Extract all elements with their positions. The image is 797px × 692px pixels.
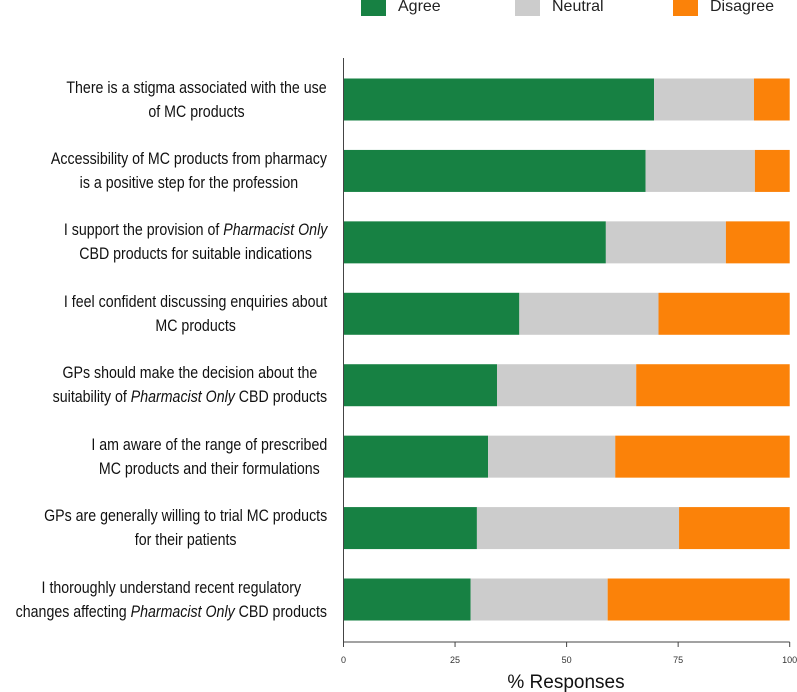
bar-neutral-8 (470, 578, 608, 621)
bar-agree-6 (343, 435, 489, 478)
category-label: I support the provision of Pharmacist On… (64, 218, 327, 266)
label-text: MC products (155, 316, 236, 335)
bar-disagree-6 (615, 435, 790, 478)
category-label-line: suitability of Pharmacist Only CBD produ… (53, 385, 327, 409)
bar-neutral-7 (476, 507, 680, 550)
bar-agree-4 (343, 292, 520, 335)
x-tick-label: 50 (562, 655, 572, 665)
category-label: I am aware of the range of prescribed MC … (91, 433, 327, 481)
label-text: is a positive step for the profession (79, 173, 299, 192)
bar-agree-8 (343, 578, 471, 621)
category-label-line: I thoroughly understand recent regulator… (16, 576, 327, 600)
category-label-line: MC products and their formulations (91, 457, 327, 481)
label-text: Pharmacist Only (130, 388, 235, 407)
label-text: GPs should make the decision about the (62, 364, 318, 383)
bar-neutral-6 (488, 435, 616, 478)
bar-agree-1 (343, 78, 655, 121)
label-text: GPs are generally willing to trial MC pr… (43, 507, 327, 526)
legend-swatch-agree (361, 0, 386, 16)
label-text: I thoroughly understand recent regulator… (41, 578, 302, 597)
legend-swatch-neutral (515, 0, 540, 16)
category-label-line: There is a stigma associated with the us… (67, 76, 327, 100)
label-text: Accessibility of MC products from pharma… (50, 149, 327, 168)
bar-neutral-2 (645, 149, 755, 192)
category-label-line: Accessibility of MC products from pharma… (51, 147, 327, 171)
label-text: of MC products (148, 102, 245, 121)
bar-neutral-5 (496, 364, 637, 407)
label-text: Pharmacist Only (222, 221, 327, 240)
label-text: CBD products (234, 388, 327, 407)
bar-disagree-5 (636, 364, 790, 407)
category-label: I thoroughly understand recent regulator… (16, 576, 327, 624)
label-text: CBD products for suitable indications (78, 245, 312, 264)
label-text: for their patients (134, 531, 237, 550)
label-text: I feel confident discussing enquiries ab… (63, 292, 327, 311)
label-text: There is a stigma associated with the us… (66, 78, 327, 97)
bar-disagree-7 (679, 507, 790, 550)
category-label-line: I support the provision of Pharmacist On… (64, 218, 327, 242)
legend-label-neutral: Neutral (552, 0, 604, 15)
bar-agree-7 (343, 507, 477, 550)
category-label: GPs should make the decision about the su… (53, 361, 327, 409)
category-label-line: GPs should make the decision about the (53, 361, 327, 385)
legend-swatch-disagree (673, 0, 698, 16)
category-label-line: changes affecting Pharmacist Only CBD pr… (16, 600, 327, 624)
label-text: CBD products (234, 602, 327, 621)
legend-label-agree: Agree (398, 0, 441, 15)
category-label-line: of MC products (67, 100, 327, 124)
bar-neutral-4 (519, 292, 659, 335)
bar-agree-2 (343, 149, 646, 192)
bar-disagree-8 (607, 578, 790, 621)
legend-label-disagree: Disagree (710, 0, 775, 15)
bar-disagree-1 (754, 78, 790, 121)
bar-agree-5 (343, 364, 497, 407)
category-label: GPs are generally willing to trial MC pr… (44, 504, 327, 552)
bar-neutral-1 (654, 78, 755, 121)
x-tick-label: 25 (450, 655, 460, 665)
category-label-line: I am aware of the range of prescribed (91, 433, 327, 457)
category-label-line: GPs are generally willing to trial MC pr… (44, 504, 327, 528)
label-text: I support the provision of (63, 221, 223, 240)
label-text: Pharmacist Only (130, 602, 235, 621)
category-label-line: is a positive step for the profession (51, 171, 327, 195)
category-label-line: CBD products for suitable indications (64, 242, 327, 266)
category-label-line: MC products (64, 314, 327, 338)
category-label: I feel confident discussing enquiries ab… (64, 290, 327, 338)
bar-disagree-2 (754, 149, 790, 192)
bar-disagree-4 (658, 292, 790, 335)
bar-disagree-3 (725, 221, 790, 264)
x-tick-label: 75 (673, 655, 683, 665)
label-text: suitability of (52, 388, 131, 407)
category-label: There is a stigma associated with the us… (67, 76, 327, 124)
x-axis-label: % Responses (507, 672, 624, 692)
x-tick-label: 100 (782, 655, 797, 665)
label-text: MC products and their formulations (98, 459, 320, 478)
category-label-line: for their patients (44, 528, 327, 552)
category-label: Accessibility of MC products from pharma… (51, 147, 327, 195)
label-text: changes affecting (15, 602, 131, 621)
category-label-line: I feel confident discussing enquiries ab… (64, 290, 327, 314)
bar-agree-3 (343, 221, 606, 264)
bar-neutral-3 (605, 221, 726, 264)
x-tick-label: 0 (341, 655, 346, 665)
label-text: I am aware of the range of prescribed (91, 435, 327, 454)
